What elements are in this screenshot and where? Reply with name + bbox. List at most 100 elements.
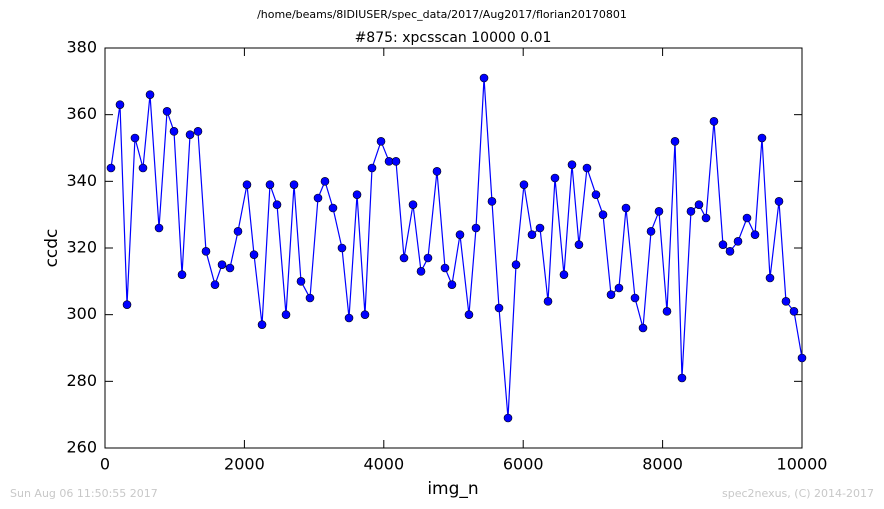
x-tick-label: 4000: [363, 455, 404, 474]
data-point: [305, 293, 315, 303]
data-point: [289, 180, 299, 189]
x-tick-label: 10000: [777, 455, 828, 474]
data-point: [138, 163, 148, 173]
data-point: [646, 227, 656, 236]
data-point: [559, 270, 569, 279]
data-point: [543, 297, 553, 306]
data-point: [567, 160, 577, 169]
data-point: [654, 207, 664, 216]
data-point: [169, 127, 179, 136]
y-tick-label: 380: [66, 38, 97, 57]
data-point: [535, 223, 545, 233]
data-point: [249, 250, 259, 259]
data-point: [479, 73, 489, 83]
data-point: [145, 90, 155, 99]
data-point: [686, 207, 696, 216]
data-point: [177, 270, 187, 279]
data-point: [750, 230, 760, 239]
data-point: [296, 277, 306, 286]
data-point: [471, 223, 481, 233]
data-point: [447, 280, 457, 289]
data-point: [511, 260, 521, 269]
data-point: [106, 163, 116, 173]
x-tick-label: 6000: [503, 455, 544, 474]
data-point: [606, 290, 616, 299]
data-point: [122, 300, 132, 309]
data-point: [162, 107, 172, 116]
data-point: [725, 247, 735, 256]
data-point: [344, 313, 354, 323]
data-point: [265, 180, 275, 189]
footer-right: spec2nexus, (C) 2014-2017: [722, 487, 874, 500]
y-tick-label: 320: [66, 238, 97, 257]
data-point: [455, 230, 465, 239]
data-point: [408, 200, 418, 209]
chart-title: #875: xpcsscan 10000 0.01: [355, 30, 552, 46]
data-point: [598, 210, 608, 219]
data-point: [154, 223, 164, 233]
data-point: [313, 193, 323, 203]
data-point: [257, 320, 267, 329]
y-tick-label: 340: [66, 171, 97, 190]
data-point: [582, 163, 592, 173]
data-point: [519, 180, 529, 189]
data-point: [193, 127, 203, 136]
data-point: [233, 227, 243, 236]
data-point: [670, 137, 680, 146]
data-point: [527, 230, 537, 239]
data-point: [550, 173, 560, 183]
data-point: [789, 307, 799, 316]
data-point: [630, 293, 640, 303]
y-tick-label: 300: [66, 304, 97, 323]
data-point: [225, 263, 235, 273]
data-point: [781, 297, 791, 306]
x-tick-label: 2000: [224, 455, 265, 474]
data-point: [130, 133, 140, 143]
x-tick-label: 8000: [642, 455, 683, 474]
data-point: [328, 203, 338, 213]
data-point: [367, 163, 377, 173]
data-point: [742, 213, 752, 223]
data-point: [503, 413, 513, 423]
x-axis-label: img_n: [427, 479, 478, 499]
data-point: [337, 243, 347, 253]
data-point: [432, 167, 442, 176]
data-point: [399, 253, 409, 263]
data-point: [765, 273, 775, 283]
data-point: [638, 323, 648, 333]
data-point: [185, 130, 195, 139]
data-point: [718, 240, 728, 249]
data-point: [574, 240, 584, 249]
data-point: [376, 137, 386, 146]
data-point: [614, 283, 624, 293]
data-point: [360, 310, 370, 319]
data-point: [440, 263, 450, 273]
y-tick-label: 260: [66, 438, 97, 457]
data-point: [662, 307, 672, 316]
footer-left: Sun Aug 06 11:50:55 2017: [10, 487, 158, 500]
data-point: [201, 247, 211, 256]
data-point: [621, 203, 631, 213]
data-point: [391, 157, 401, 166]
data-point: [320, 177, 330, 186]
data-point: [210, 280, 220, 289]
data-point: [217, 260, 227, 269]
data-point: [774, 197, 784, 206]
x-tick-label: 0: [100, 455, 110, 474]
data-point: [423, 253, 433, 263]
data-point: [416, 267, 426, 276]
data-point: [115, 100, 125, 109]
y-tick-label: 360: [66, 104, 97, 123]
data-point: [701, 213, 711, 223]
data-point: [494, 303, 504, 313]
data-point: [797, 353, 807, 363]
data-point: [709, 117, 719, 126]
plot-frame: [104, 47, 803, 449]
data-point: [487, 197, 497, 206]
y-axis-label: ccdc: [42, 229, 62, 268]
data-point: [281, 310, 291, 319]
data-point: [352, 190, 362, 199]
data-point: [272, 200, 282, 209]
data-point: [242, 180, 252, 189]
